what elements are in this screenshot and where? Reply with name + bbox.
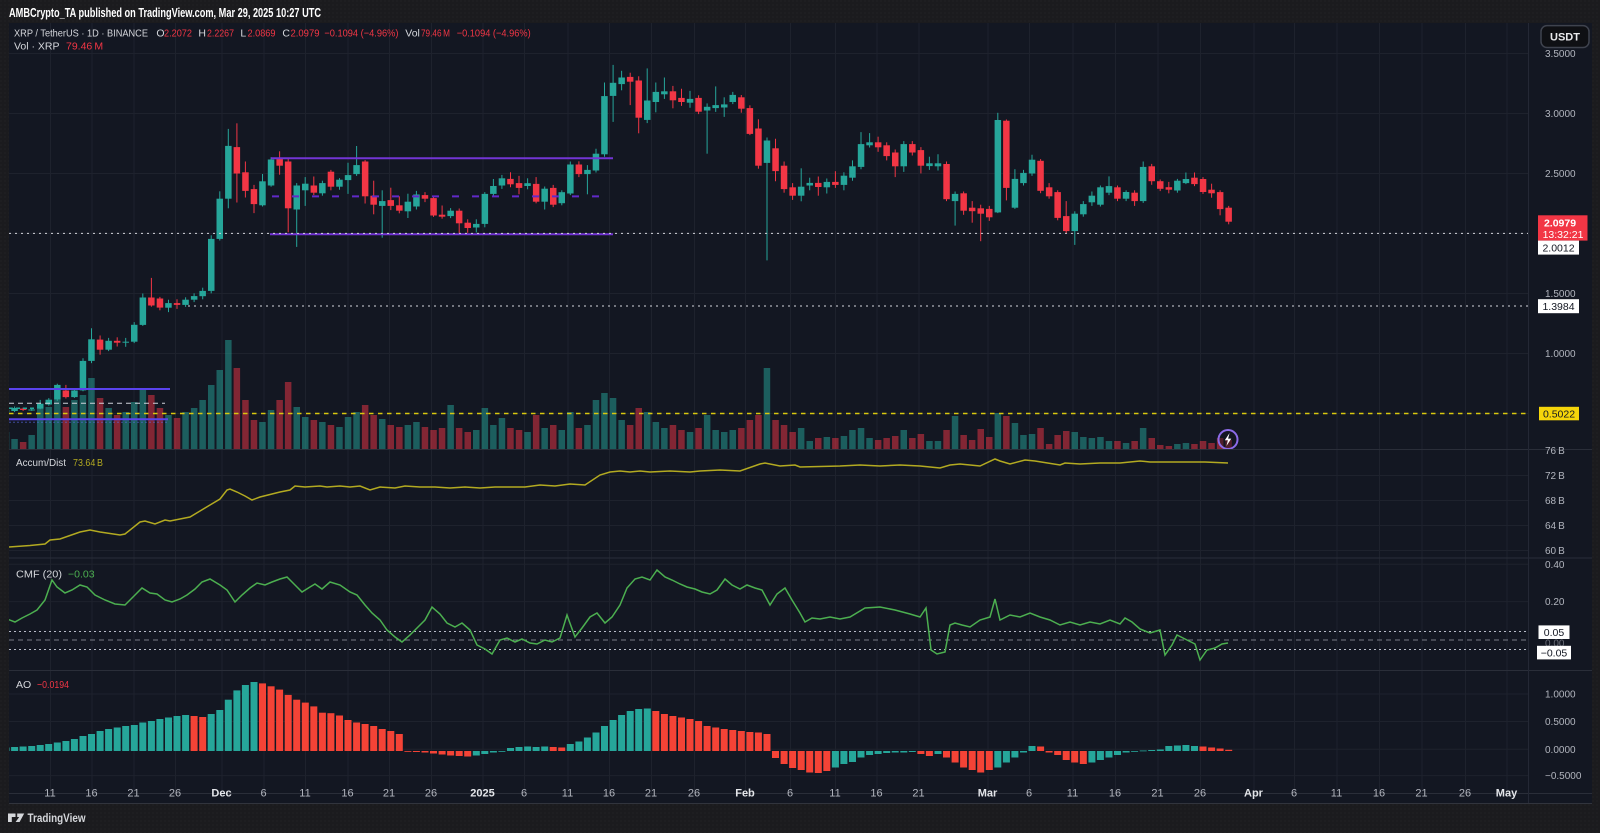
svg-text:−0.0194: −0.0194 [37,679,69,691]
svg-text:16: 16 [1373,788,1385,800]
svg-text:2.0979: 2.0979 [291,28,320,40]
svg-text:2.0012: 2.0012 [1542,243,1574,255]
svg-text:16: 16 [603,788,615,800]
svg-text:2.2267: 2.2267 [207,28,234,40]
svg-text:Apr: Apr [1244,788,1264,800]
svg-text:L: L [240,28,246,40]
svg-text:May: May [1496,788,1518,800]
svg-text:1.3984: 1.3984 [1542,301,1574,313]
svg-text:21: 21 [1415,788,1427,800]
svg-text:−0.03: −0.03 [68,569,95,581]
svg-text:26: 26 [688,788,700,800]
svg-text:11: 11 [299,788,310,800]
svg-text:72 B: 72 B [1545,471,1565,482]
svg-text:Mar: Mar [978,788,998,800]
svg-text:−0.5000: −0.5000 [1545,771,1582,782]
svg-text:11: 11 [1067,788,1078,800]
svg-text:3.5000: 3.5000 [1545,49,1576,60]
svg-text:26: 26 [1459,788,1471,800]
svg-text:H: H [198,28,206,40]
svg-text:AMBCrypto_TA published on Trad: AMBCrypto_TA published on TradingView.co… [9,6,321,20]
svg-text:2.2072: 2.2072 [164,28,192,40]
svg-text:0.0000: 0.0000 [1545,745,1576,756]
svg-text:64 B: 64 B [1545,521,1565,532]
svg-text:11: 11 [1331,788,1342,800]
svg-text:6: 6 [1026,788,1032,800]
svg-text:21: 21 [127,788,139,800]
svg-text:AO: AO [16,679,31,691]
svg-text:21: 21 [645,788,657,800]
svg-text:3.0000: 3.0000 [1545,109,1576,120]
svg-text:C: C [282,28,290,40]
svg-text:2.0869: 2.0869 [248,28,276,40]
svg-text:21: 21 [912,788,924,800]
svg-text:60 B: 60 B [1545,546,1565,557]
svg-text:2.5000: 2.5000 [1545,169,1576,180]
svg-text:TradingView: TradingView [28,813,86,825]
svg-text:0.00: 0.00 [1545,639,1565,650]
svg-text:Dec: Dec [211,788,231,800]
svg-text:16: 16 [1109,788,1121,800]
svg-text:26: 26 [1194,788,1206,800]
svg-text:11: 11 [44,788,55,800]
svg-text:2025: 2025 [470,788,494,800]
svg-text:XRP / TetherUS · 1D · BINANCE: XRP / TetherUS · 1D · BINANCE [14,28,148,40]
svg-text:21: 21 [1151,788,1163,800]
svg-text:−0.1094 (−4.96%): −0.1094 (−4.96%) [457,28,531,40]
svg-text:11: 11 [562,788,573,800]
svg-text:Accum/Dist: Accum/Dist [16,457,66,469]
svg-text:−0.05: −0.05 [1541,647,1568,659]
svg-text:0.5000: 0.5000 [1545,717,1576,728]
svg-text:21: 21 [383,788,395,800]
svg-text:0.40: 0.40 [1545,560,1565,571]
svg-text:16: 16 [870,788,882,800]
svg-text:68 B: 68 B [1545,496,1565,507]
svg-text:0.5022: 0.5022 [1543,408,1575,420]
svg-text:6: 6 [787,788,793,800]
svg-text:76 B: 76 B [1545,446,1565,457]
svg-text:79.46 M: 79.46 M [421,28,450,40]
svg-text:26: 26 [169,788,181,800]
svg-text:Feb: Feb [735,788,755,800]
svg-text:USDT: USDT [1550,32,1580,44]
svg-text:2.0979: 2.0979 [1544,218,1576,230]
svg-text:CMF (20): CMF (20) [16,569,62,581]
svg-text:16: 16 [341,788,353,800]
svg-text:Vol: Vol [405,28,420,40]
svg-text:79.46 M: 79.46 M [66,41,103,53]
svg-text:26: 26 [425,788,437,800]
svg-text:13:32:21: 13:32:21 [1543,229,1584,241]
svg-text:6: 6 [521,788,527,800]
svg-text:0.05: 0.05 [1544,627,1565,639]
svg-text:1.0000: 1.0000 [1545,690,1576,701]
svg-text:6: 6 [1291,788,1297,800]
svg-text:Vol · XRP: Vol · XRP [14,41,60,53]
svg-text:1.5000: 1.5000 [1545,289,1576,300]
svg-text:1.0000: 1.0000 [1545,349,1576,360]
svg-text:16: 16 [85,788,97,800]
svg-text:6: 6 [260,788,266,800]
svg-text:0.20: 0.20 [1545,597,1565,608]
svg-text:−0.1094 (−4.96%): −0.1094 (−4.96%) [324,28,398,40]
svg-text:11: 11 [829,788,840,800]
svg-text:O: O [156,28,164,40]
svg-text:73.64 B: 73.64 B [73,457,103,469]
